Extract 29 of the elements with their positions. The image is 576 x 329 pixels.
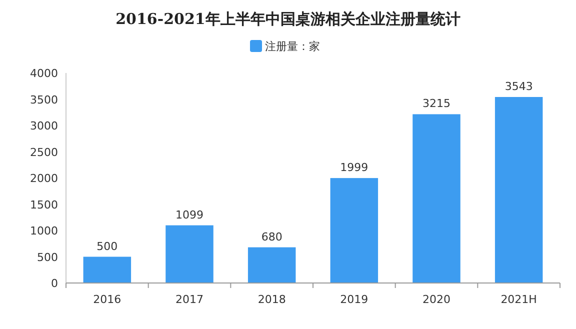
y-tick-label: 500 <box>37 250 58 264</box>
data-label: 500 <box>96 240 118 253</box>
x-tick-label: 2018 <box>258 293 286 306</box>
bar <box>412 114 460 283</box>
x-tick-label: 2019 <box>340 293 368 306</box>
bar <box>248 247 296 283</box>
x-tick-label: 2021H <box>500 293 537 306</box>
x-tick-label: 2020 <box>422 293 450 306</box>
bar <box>83 256 132 283</box>
chart-title: 2016-2021年上半年中国桌游相关企业注册量统计 <box>116 10 460 28</box>
x-tick-label: 2017 <box>176 293 204 306</box>
y-tick-label: 2500 <box>30 146 58 159</box>
legend-label: 注册量：家 <box>265 40 320 53</box>
bar <box>494 96 543 283</box>
data-label: 1999 <box>340 161 368 174</box>
y-tick-label: 3500 <box>30 93 58 106</box>
data-label: 680 <box>261 230 282 244</box>
bar <box>330 178 378 283</box>
x-tick-label: 2016 <box>93 293 122 306</box>
y-tick-label: 0 <box>51 277 58 290</box>
y-tick-label: 1000 <box>30 224 58 238</box>
y-tick-label: 2000 <box>30 172 58 185</box>
data-label: 3543 <box>504 80 533 93</box>
y-tick-label: 4000 <box>30 67 58 80</box>
bar <box>166 225 214 283</box>
data-label: 1099 <box>176 208 204 222</box>
y-tick-label: 3000 <box>30 120 58 132</box>
y-tick-label: 1500 <box>30 198 58 212</box>
data-label: 3215 <box>422 97 450 110</box>
